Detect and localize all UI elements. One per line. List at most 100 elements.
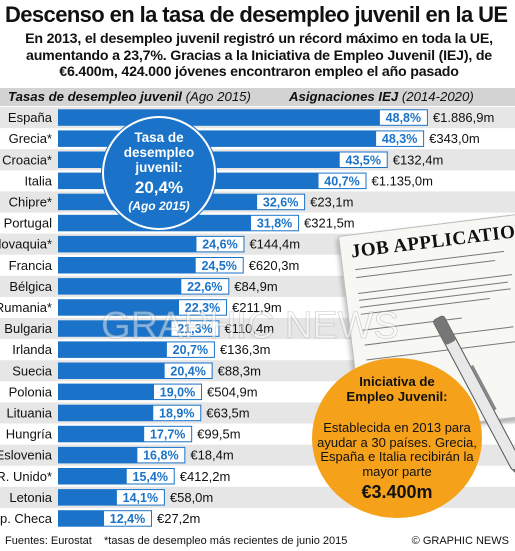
country-label: Croacia* [2, 152, 52, 167]
allocation-label: €110,4m [224, 321, 274, 336]
rate-data-label: 17,7% [150, 428, 185, 442]
country-label: Bélgica [9, 279, 52, 294]
rate-label-box [257, 194, 305, 210]
country-label: Polonia [9, 384, 53, 399]
rate-data-label: 22,6% [187, 280, 222, 294]
rate-label-box [376, 131, 424, 146]
allocation-label: €99,5m [197, 427, 240, 442]
allocation-label: €84,9m [234, 279, 277, 294]
rate-label-box [164, 363, 212, 378]
footer: Fuentes: Eurostat *tasas de desempleo má… [0, 531, 515, 551]
rate-label-box [103, 511, 151, 526]
country-label: R. Unido* [0, 469, 52, 484]
rate-label-box [166, 342, 214, 357]
rate-data-label: 24,6% [202, 238, 237, 252]
footer-source: Fuentes: Eurostat [5, 535, 92, 547]
allocation-label: €412,2m [180, 469, 231, 484]
rate-label-box [195, 258, 243, 273]
country-label: Francia [9, 258, 53, 273]
footer-credit: © GRAPHIC NEWS [411, 535, 509, 547]
rate-label-box [379, 110, 427, 125]
rates-header-label: Tasas de desempleo juvenil [8, 89, 182, 104]
paper-line [360, 297, 490, 315]
allocation-label: €132,4m [393, 152, 444, 167]
rate-data-label: 20,7% [173, 343, 208, 357]
country-label: Rumania* [0, 300, 52, 315]
alloc-header: Asignaciones IEJ (2014-2020) [289, 88, 474, 106]
page-subtitle: En 2013, el desempleo juvenil registró u… [25, 31, 493, 80]
allocation-label: €58,0m [170, 490, 213, 505]
column-header-bar [0, 88, 515, 106]
allocation-label: €63,5m [206, 405, 249, 420]
allocation-label: €1.135,0m [372, 173, 433, 188]
rate-data-label: 48,8% [386, 111, 421, 125]
rates-header: Tasas de desempleo juvenil (Ago 2015) [8, 88, 251, 106]
iej-callout-title: Iniciativa de Empleo Juvenil: [346, 374, 448, 404]
allocation-label: €343,0m [429, 131, 480, 146]
rate-label-box [179, 300, 227, 315]
alloc-header-label: Asignaciones IEJ [289, 89, 399, 104]
rate-label-box [251, 215, 299, 231]
allocation-label: €211,9m [232, 300, 282, 315]
alloc-header-period: (2014-2020) [401, 89, 474, 104]
allocation-label: €18,4m [190, 448, 233, 463]
rate-data-label: 15,4% [133, 470, 168, 484]
rate-data-label: 14,1% [123, 491, 158, 505]
rate-label-box [116, 490, 164, 505]
rate-data-label: 43,5% [346, 153, 381, 167]
country-label: Rep. Checa [0, 511, 53, 526]
iej-callout: Iniciativa de Empleo Juvenil: Establecid… [312, 358, 482, 518]
country-label: Eslovaquia* [0, 237, 52, 252]
rate-data-label: 22,3% [185, 301, 220, 315]
footer-footnote: *tasas de desempleo más recientes de jun… [104, 535, 348, 547]
rate-label-box [153, 405, 201, 421]
country-label: Hungría [6, 427, 53, 442]
country-label: Chipre* [9, 194, 52, 209]
rate-data-label: 21,3% [177, 322, 212, 336]
rate-callout-value: 20,4% [134, 178, 184, 197]
rate-label-box [181, 279, 229, 294]
rate-data-label: 18,9% [159, 406, 194, 420]
country-label: Suecia [12, 363, 53, 378]
country-label: Eslovenia [0, 448, 53, 463]
rate-data-label: 40,7% [324, 174, 359, 188]
iej-callout-amount: €3.400m [361, 482, 433, 502]
country-label: Portugal [4, 216, 53, 231]
country-label: Letonia [9, 490, 52, 505]
bar [58, 109, 428, 126]
rate-data-label: 19,0% [160, 385, 195, 399]
rate-data-label: 16,8% [143, 449, 178, 463]
rate-data-label: 12,4% [110, 512, 145, 526]
rates-header-period: (Ago 2015) [185, 89, 251, 104]
youth-unemployment-rate-callout: Tasa de desempleo juvenil: 20,4% (Ago 20… [102, 116, 216, 230]
rate-data-label: 31,8% [257, 217, 292, 231]
allocation-label: €136,3m [220, 342, 271, 357]
rate-label-box [318, 173, 366, 189]
paper-line [362, 317, 462, 331]
iej-callout-description: Establecida en 2013 para ayudar a 30 paí… [317, 420, 477, 479]
allocation-label: €321,5m [304, 216, 355, 231]
page-title: Descenso en la tasa de desempleo juvenil… [5, 2, 508, 27]
country-label: España [8, 110, 53, 125]
paper-line [356, 260, 496, 279]
rate-label-box [154, 384, 202, 400]
rate-data-label: 20,4% [170, 364, 205, 378]
rate-callout-note: (Ago 2015) [128, 199, 190, 213]
rate-label-box [137, 447, 185, 463]
rate-data-label: 32,6% [263, 195, 298, 209]
allocation-label: €144,4m [249, 237, 300, 252]
country-label: Bulgaria [4, 321, 52, 336]
rate-label-box [126, 469, 174, 484]
allocation-label: €1.886,9m [433, 110, 494, 125]
paper-line [364, 326, 514, 346]
country-label: Irlanda [12, 342, 53, 357]
country-label: Italia [25, 173, 53, 188]
allocation-label: €27,2m [157, 511, 200, 526]
allocation-label: €23,1m [310, 194, 353, 209]
rate-data-label: 24,5% [201, 259, 236, 273]
rate-label-box [144, 426, 192, 442]
rate-label-box [171, 321, 219, 336]
allocation-label: €88,3m [218, 363, 261, 378]
rate-data-label: 48,3% [382, 132, 417, 146]
